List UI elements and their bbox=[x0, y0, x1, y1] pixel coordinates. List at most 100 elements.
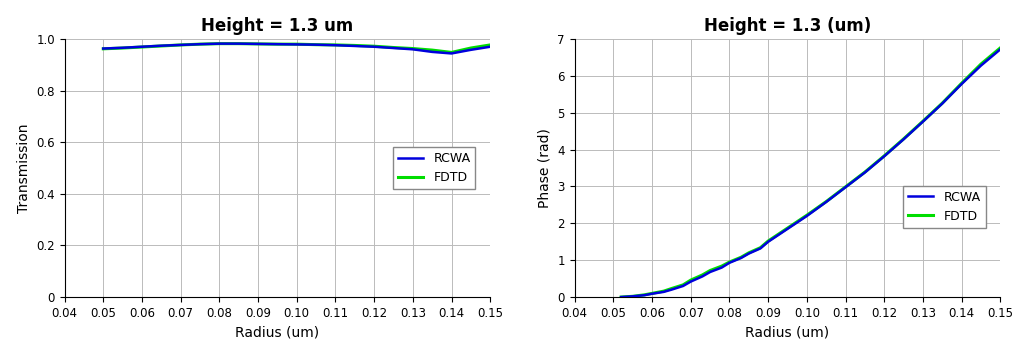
FDTD bbox=[646, 291, 658, 295]
FDTD bbox=[97, 47, 109, 51]
RCWA bbox=[762, 240, 775, 244]
RCWA bbox=[407, 47, 419, 52]
RCWA bbox=[116, 46, 129, 50]
RCWA bbox=[213, 42, 226, 46]
FDTD bbox=[484, 43, 496, 47]
RCWA bbox=[465, 48, 477, 52]
FDTD bbox=[800, 213, 813, 218]
RCWA bbox=[685, 279, 697, 284]
RCWA bbox=[368, 44, 380, 49]
RCWA bbox=[800, 214, 813, 218]
FDTD bbox=[878, 154, 890, 158]
RCWA bbox=[233, 42, 245, 46]
FDTD bbox=[213, 42, 226, 46]
FDTD bbox=[174, 43, 186, 47]
RCWA bbox=[743, 251, 755, 256]
RCWA bbox=[839, 185, 852, 189]
RCWA bbox=[310, 42, 322, 47]
RCWA bbox=[445, 51, 457, 56]
FDTD bbox=[685, 278, 697, 282]
RCWA bbox=[97, 46, 109, 51]
FDTD bbox=[465, 46, 477, 50]
FDTD bbox=[657, 289, 670, 293]
FDTD bbox=[639, 293, 651, 297]
RCWA bbox=[878, 154, 890, 158]
FDTD bbox=[820, 199, 832, 204]
RCWA bbox=[194, 42, 206, 46]
RCWA bbox=[426, 50, 439, 54]
FDTD bbox=[703, 268, 716, 273]
FDTD bbox=[859, 170, 871, 174]
FDTD bbox=[994, 46, 1006, 50]
FDTD bbox=[626, 294, 639, 298]
FDTD bbox=[426, 48, 439, 52]
FDTD bbox=[136, 45, 148, 49]
FDTD bbox=[782, 226, 794, 230]
RCWA bbox=[271, 42, 283, 46]
RCWA bbox=[665, 288, 678, 292]
RCWA bbox=[330, 43, 342, 47]
FDTD bbox=[252, 42, 265, 46]
FDTD bbox=[762, 239, 775, 243]
FDTD bbox=[839, 185, 852, 189]
RCWA bbox=[252, 42, 265, 46]
FDTD bbox=[330, 43, 342, 47]
RCWA bbox=[917, 120, 929, 124]
RCWA bbox=[716, 266, 728, 270]
Line: FDTD: FDTD bbox=[103, 44, 490, 52]
RCWA bbox=[696, 274, 709, 278]
Title: Height = 1.3 um: Height = 1.3 um bbox=[201, 17, 353, 35]
FDTD bbox=[897, 137, 909, 141]
X-axis label: Radius (um): Radius (um) bbox=[746, 325, 829, 339]
RCWA bbox=[782, 227, 794, 231]
FDTD bbox=[917, 119, 929, 123]
FDTD bbox=[116, 46, 129, 50]
FDTD bbox=[696, 273, 709, 277]
RCWA bbox=[734, 256, 747, 260]
RCWA bbox=[820, 200, 832, 204]
Line: FDTD: FDTD bbox=[621, 48, 1000, 297]
RCWA bbox=[387, 46, 400, 50]
FDTD bbox=[743, 251, 755, 255]
FDTD bbox=[677, 283, 689, 287]
Y-axis label: Phase (rad): Phase (rad) bbox=[538, 128, 552, 208]
X-axis label: Radius (um): Radius (um) bbox=[235, 325, 319, 339]
FDTD bbox=[734, 255, 747, 260]
RCWA bbox=[348, 44, 360, 48]
RCWA bbox=[994, 47, 1006, 52]
Y-axis label: Transmission: Transmission bbox=[16, 123, 31, 213]
RCWA bbox=[754, 246, 766, 251]
FDTD bbox=[665, 287, 678, 291]
Legend: RCWA, FDTD: RCWA, FDTD bbox=[393, 147, 476, 189]
FDTD bbox=[233, 42, 245, 46]
RCWA bbox=[859, 170, 871, 174]
RCWA bbox=[677, 284, 689, 288]
Title: Height = 1.3 (um): Height = 1.3 (um) bbox=[703, 17, 871, 35]
FDTD bbox=[348, 43, 360, 48]
RCWA bbox=[484, 44, 496, 49]
RCWA bbox=[646, 292, 658, 296]
RCWA bbox=[615, 295, 627, 299]
RCWA bbox=[974, 63, 987, 68]
RCWA bbox=[897, 137, 909, 141]
RCWA bbox=[723, 261, 735, 265]
FDTD bbox=[974, 62, 987, 66]
FDTD bbox=[290, 42, 303, 46]
RCWA bbox=[703, 270, 716, 274]
RCWA bbox=[639, 293, 651, 297]
Legend: RCWA, FDTD: RCWA, FDTD bbox=[903, 185, 986, 228]
FDTD bbox=[445, 50, 457, 54]
RCWA bbox=[174, 43, 186, 47]
RCWA bbox=[156, 43, 168, 48]
RCWA bbox=[290, 42, 303, 47]
FDTD bbox=[156, 44, 168, 48]
RCWA bbox=[956, 82, 968, 86]
RCWA bbox=[936, 101, 949, 106]
RCWA bbox=[657, 290, 670, 294]
FDTD bbox=[194, 42, 206, 46]
FDTD bbox=[716, 264, 728, 268]
RCWA bbox=[626, 294, 639, 298]
FDTD bbox=[387, 45, 400, 49]
FDTD bbox=[956, 81, 968, 85]
FDTD bbox=[368, 44, 380, 48]
